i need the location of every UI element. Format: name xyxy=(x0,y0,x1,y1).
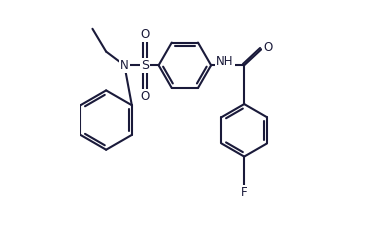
Text: O: O xyxy=(263,40,272,54)
Text: N: N xyxy=(120,59,129,72)
Text: NH: NH xyxy=(216,55,234,68)
Text: O: O xyxy=(140,28,149,41)
Text: S: S xyxy=(141,59,149,72)
Text: F: F xyxy=(241,186,248,199)
Text: O: O xyxy=(140,90,149,103)
